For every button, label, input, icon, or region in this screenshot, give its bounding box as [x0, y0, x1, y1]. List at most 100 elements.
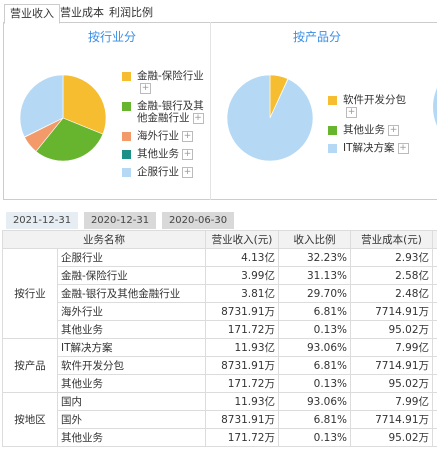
legend-item[interactable]: 软件开发分包+	[328, 94, 418, 118]
table-row: 按地区 国内 11.93亿 93.06% 7.99亿	[2, 392, 437, 447]
table-row: 软件开发分包 8731.91万 6.81% 7714.91万	[3, 356, 437, 375]
table-cell: 企服行业	[57, 248, 206, 267]
table-cell: 95.02万	[350, 320, 433, 339]
legend-item[interactable]: 海外行业 +	[122, 130, 212, 142]
legend-swatch	[328, 96, 337, 105]
legend-label: 其他业务	[343, 124, 385, 136]
table-cell: 93.06%	[278, 392, 351, 411]
table-cell: 29.70%	[278, 284, 351, 303]
table-cell: 7.99亿	[350, 392, 433, 411]
chart-panel	[3, 22, 437, 200]
pie-slice	[35, 117, 104, 162]
legend: 软件开发分包+ 其他业务 + IT解决方案 +	[328, 94, 418, 160]
table-cell: 2.58亿	[350, 266, 433, 285]
table-cell: 2.48亿	[350, 284, 433, 303]
legend-item[interactable]: 其他业务 +	[328, 124, 418, 136]
business-table: 业务名称 营业收入(元) 收入比例 营业成本(元) 按行业 企服行业 4.13亿 32.23%…	[2, 230, 437, 447]
expand-button[interactable]: +	[182, 166, 193, 178]
table-cell: 6.81%	[278, 356, 351, 375]
legend-label: 软件开发分包	[343, 94, 406, 106]
table-cell	[432, 248, 437, 267]
table-cell: 95.02万	[350, 374, 433, 393]
table-cell: 7714.91万	[350, 410, 433, 429]
table-cell	[432, 320, 437, 339]
legend-item[interactable]: 企服行业 +	[122, 166, 212, 178]
table-cell: 其他业务	[57, 374, 206, 393]
table-cell	[432, 392, 437, 411]
table-cell: 0.13%	[278, 428, 351, 447]
table-cell: 0.13%	[278, 320, 351, 339]
legend-label: IT解决方案	[343, 142, 395, 154]
period-tab[interactable]: 2020-12-31	[84, 212, 156, 229]
legend-item[interactable]: 金融-保险行业+	[122, 70, 212, 94]
table-cell: 3.99亿	[205, 266, 279, 285]
expand-button[interactable]: +	[346, 106, 357, 118]
table-row: 金融-银行及其他金融行业 3.81亿 29.70% 2.48亿	[3, 284, 437, 303]
divider	[210, 22, 211, 200]
pie-slice	[62, 74, 107, 135]
table-cell: 7.99亿	[350, 338, 433, 357]
table-cell: IT解决方案	[57, 338, 206, 357]
tab[interactable]: 利润比例	[109, 6, 153, 19]
table-cell: 软件开发分包	[57, 356, 206, 375]
header-row: 业务名称 营业收入(元) 收入比例 营业成本(元)	[2, 230, 437, 249]
expand-button[interactable]: +	[182, 130, 193, 142]
legend-label: 其他业务	[137, 148, 179, 160]
table-row: 国外 8731.91万 6.81% 7714.91万	[3, 410, 437, 429]
table-cell: 8731.91万	[205, 410, 279, 429]
group-cell: 按产品	[2, 338, 58, 393]
expand-button[interactable]: +	[140, 82, 151, 94]
table-cell: 171.72万	[205, 320, 279, 339]
period-tab[interactable]: 2020-06-30	[162, 212, 234, 229]
table-cell: 8731.91万	[205, 356, 279, 375]
legend-item[interactable]: IT解决方案 +	[328, 142, 418, 154]
expand-button[interactable]: +	[182, 148, 193, 160]
legend-label: 金融-保险行业	[137, 70, 204, 82]
table-row: 其他业务 171.72万 0.13% 95.02万	[3, 428, 437, 447]
table-cell: 95.02万	[350, 428, 433, 447]
legend-label: 企服行业	[137, 166, 179, 178]
table-cell: 2.93亿	[350, 248, 433, 267]
table-cell	[432, 338, 437, 357]
table-cell: 金融-银行及其他金融行业	[57, 284, 206, 303]
header-cell: 营业成本(元)	[350, 230, 433, 249]
table-cell: 11.93亿	[205, 392, 279, 411]
table-cell	[432, 410, 437, 429]
legend-label: 金融-银行及其他金融行业	[137, 100, 204, 124]
header-cell: 营业收入(元)	[205, 230, 279, 249]
legend-swatch	[328, 126, 337, 135]
tab[interactable]: 营业收入	[4, 4, 60, 24]
legend-item[interactable]: 金融-银行及其他金融行业 +	[122, 100, 212, 124]
legend-swatch	[122, 150, 131, 159]
table-cell: 其他业务	[57, 320, 206, 339]
table-cell: 171.72万	[205, 374, 279, 393]
table-row: 其他业务 171.72万 0.13% 95.02万	[3, 320, 437, 339]
legend-label: 海外行业	[137, 130, 179, 142]
pie-canvas	[19, 74, 437, 162]
legend-item[interactable]: 其他业务 +	[122, 148, 212, 160]
table-cell: 93.06%	[278, 338, 351, 357]
period-tab[interactable]: 2021-12-31	[6, 212, 78, 229]
group-cell: 按地区	[2, 392, 58, 447]
table-cell: 3.81亿	[205, 284, 279, 303]
pie-slice	[19, 74, 64, 138]
table-cell	[432, 428, 437, 447]
table-row: 金融-保险行业 3.99亿 31.13% 2.58亿	[3, 266, 437, 285]
expand-button[interactable]: +	[397, 142, 409, 154]
expand-button[interactable]: +	[388, 124, 399, 136]
table-cell: 其他业务	[57, 428, 206, 447]
table-cell	[432, 374, 437, 393]
table-cell: 国内	[57, 392, 206, 411]
table-cell	[432, 284, 437, 303]
table-row: 海外行业 8731.91万 6.81% 7714.91万	[3, 302, 437, 321]
table-cell	[432, 302, 437, 321]
expand-button[interactable]: +	[192, 112, 204, 124]
tab[interactable]: 营业成本	[60, 6, 104, 19]
table-cell: 31.13%	[278, 266, 351, 285]
table-cell: 4.13亿	[205, 248, 279, 267]
table-cell: 7714.91万	[350, 302, 433, 321]
table-cell: 6.81%	[278, 410, 351, 429]
partial-pie	[433, 88, 437, 126]
table-cell: 11.93亿	[205, 338, 279, 357]
